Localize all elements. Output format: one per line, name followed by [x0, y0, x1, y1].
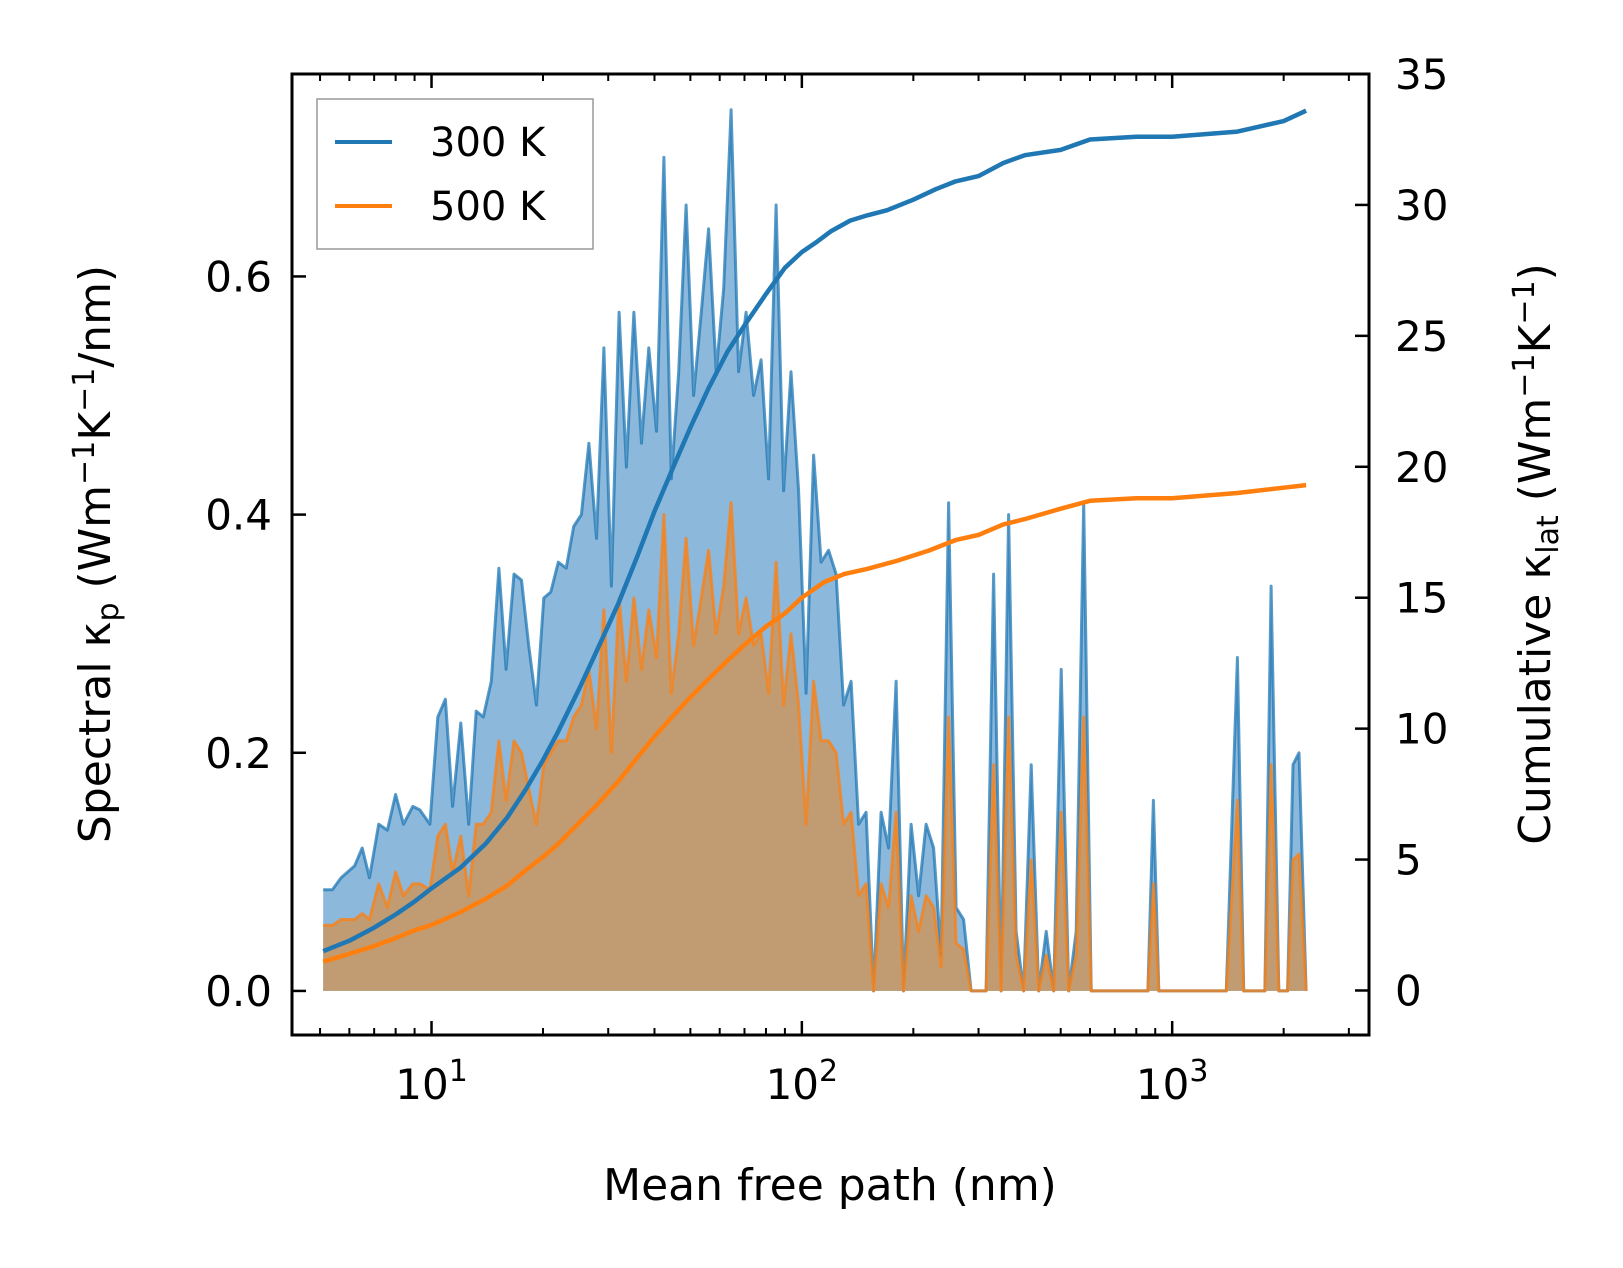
legend-box	[316, 98, 594, 250]
cumulative-line-300k	[322, 108, 1308, 954]
x-tick-label: 102	[766, 1054, 839, 1109]
y-axis-label-post: (Wm	[70, 485, 121, 603]
spectral-area-500k	[323, 502, 1307, 991]
y-axis-label-sup2: −1	[67, 368, 102, 412]
y-axis-label-mid: K	[70, 411, 121, 441]
y-tick-label: 0.4	[205, 491, 272, 540]
y2-tick-label: 10	[1395, 705, 1448, 754]
x-tick-label-base: 10	[766, 1060, 819, 1109]
y-tick-label: 0.2	[205, 729, 272, 778]
y2-axis-label-end: )	[1510, 263, 1561, 280]
y2-tick-label: 35	[1395, 50, 1448, 99]
x-tick-label: 101	[395, 1054, 468, 1109]
y2-axis-label: Cumulative κlat (Wm−1K−1)	[1507, 263, 1566, 845]
x-tick-label-exponent: 3	[1189, 1054, 1208, 1089]
x-tick-label-base: 10	[1136, 1060, 1189, 1109]
y-tick-label: 0.6	[205, 252, 272, 301]
x-tick-label-exponent: 2	[819, 1054, 838, 1089]
cumulative-line-500k	[322, 482, 1307, 964]
y-axis-label-sup1: −1	[67, 441, 102, 485]
y2-tick-label: 5	[1395, 836, 1422, 885]
y2-tick-label: 20	[1395, 443, 1448, 492]
y2-axis-label-mid: K	[1510, 323, 1561, 353]
y2-axis-label-pre: Cumulative κ	[1510, 554, 1561, 845]
y2-tick-label: 30	[1395, 181, 1448, 230]
legend-label-300k: 300 K	[430, 120, 547, 166]
y2-axis-label-sup2: −1	[1507, 280, 1542, 324]
y2-tick-label: 15	[1395, 574, 1448, 623]
x-axis-label: Mean free path (nm)	[603, 1160, 1057, 1211]
y-axis-label: Spectral κp (Wm−1K−1/nm)	[67, 265, 126, 843]
y-axis-label-end: /nm)	[70, 265, 121, 368]
legend-label-500k: 500 K	[430, 184, 547, 230]
spectral-line-300k	[323, 108, 1308, 993]
y2-tick-label: 25	[1395, 312, 1448, 361]
plot-area	[322, 108, 1308, 993]
spectral-line-500k	[323, 501, 1308, 993]
y2-tick-label: 0	[1395, 966, 1422, 1015]
y2-axis-label-sup1: −1	[1507, 353, 1542, 397]
y-axis-label-sub: p	[91, 602, 126, 621]
axes-frame	[290, 72, 1371, 1037]
y2-axis-label-sub: lat	[1531, 515, 1566, 554]
legend: 300 K 500 K	[316, 98, 594, 250]
y-tick-label: 0.0	[205, 967, 272, 1016]
x-tick-label-exponent: 1	[449, 1054, 468, 1089]
x-tick-label: 103	[1136, 1054, 1209, 1109]
y2-axis-label-post: (Wm	[1510, 398, 1561, 516]
x-tick-label-base: 10	[395, 1060, 448, 1109]
y-axis-label-pre: Spectral κ	[70, 622, 121, 844]
